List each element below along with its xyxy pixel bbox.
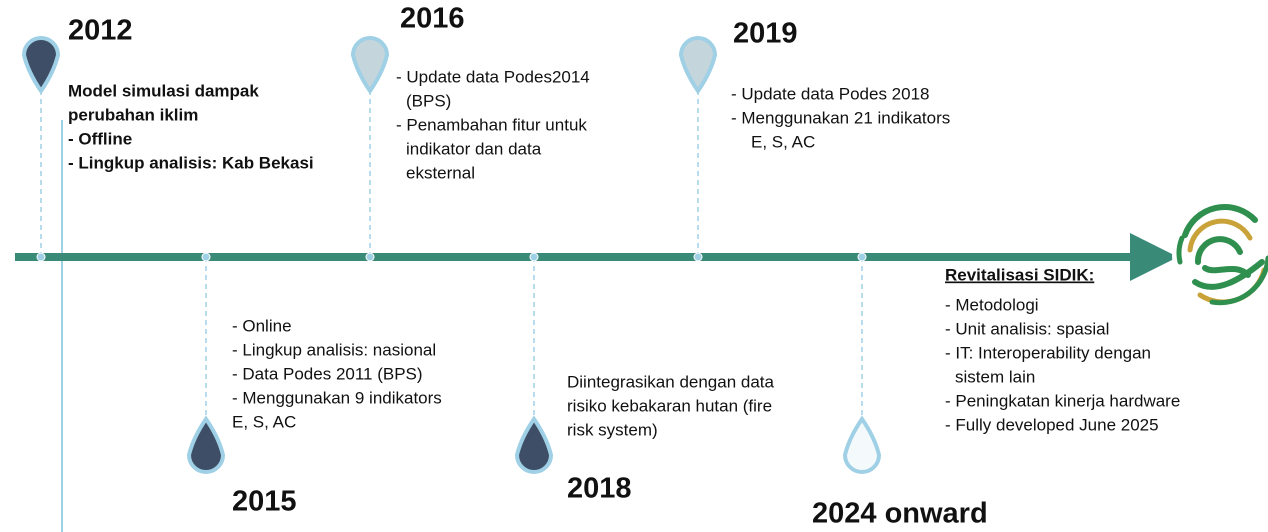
year: 2019 bbox=[733, 18, 798, 50]
timeline-arrow bbox=[1130, 233, 1178, 281]
year: 2024 onward bbox=[812, 498, 988, 530]
pin bbox=[350, 36, 390, 95]
pin bbox=[21, 36, 61, 95]
event-line: sistem lain bbox=[955, 367, 1035, 386]
timeline-dot bbox=[693, 252, 703, 262]
event-line: Diintegrasikan dengan data bbox=[567, 372, 775, 391]
event-line: - Fully developed June 2025 bbox=[945, 415, 1159, 434]
event-line: risk system) bbox=[567, 420, 658, 439]
pin bbox=[514, 415, 554, 474]
event-line: Model simulasi dampak bbox=[68, 81, 259, 100]
year: 2015 bbox=[232, 486, 297, 518]
event-line: - Lingkup analisis: nasional bbox=[232, 340, 436, 359]
event-line: - Unit analisis: spasial bbox=[945, 319, 1109, 338]
event-line: - Penambahan fitur untuk bbox=[396, 115, 587, 134]
year: 2018 bbox=[567, 473, 632, 505]
event-line: risiko kebakaran hutan (fire bbox=[567, 396, 772, 415]
event-line: (BPS) bbox=[406, 91, 451, 110]
pin bbox=[842, 415, 882, 474]
event-line: indikator dan data bbox=[406, 139, 542, 158]
event-line: - Peningkatan kinerja hardware bbox=[945, 391, 1180, 410]
event-line: - IT: Interoperability dengan bbox=[945, 343, 1151, 362]
event-line: perubahan iklim bbox=[68, 105, 198, 124]
event-line: - Metodologi bbox=[945, 295, 1039, 314]
event-line: - Data Podes 2011 (BPS) bbox=[232, 364, 423, 383]
event-line: eksternal bbox=[406, 163, 475, 182]
heading: Revitalisasi SIDIK: bbox=[945, 265, 1094, 284]
timeline-dot bbox=[36, 252, 46, 262]
event-line: - Menggunakan 9 indikators bbox=[232, 388, 442, 407]
timeline-dot bbox=[201, 252, 211, 262]
timeline-bar bbox=[15, 253, 1140, 261]
timeline-dot bbox=[529, 252, 539, 262]
year: 2012 bbox=[68, 15, 133, 47]
event-line: - Lingkup analisis: Kab Bekasi bbox=[68, 153, 314, 172]
event-line: - Update data Podes2014 bbox=[396, 67, 590, 86]
logo bbox=[1172, 204, 1268, 306]
pin bbox=[678, 36, 718, 95]
event-line: - Online bbox=[232, 316, 292, 335]
event-line: - Offline bbox=[68, 129, 132, 148]
year: 2016 bbox=[400, 3, 465, 35]
timeline-dot bbox=[365, 252, 375, 262]
event-line: E, S, AC bbox=[232, 412, 296, 431]
pin bbox=[186, 415, 226, 474]
event-line: E, S, AC bbox=[751, 132, 815, 151]
event-line: - Menggunakan 21 indikators bbox=[731, 108, 950, 127]
timeline-dot bbox=[857, 252, 867, 262]
event-line: - Update data Podes 2018 bbox=[731, 84, 929, 103]
